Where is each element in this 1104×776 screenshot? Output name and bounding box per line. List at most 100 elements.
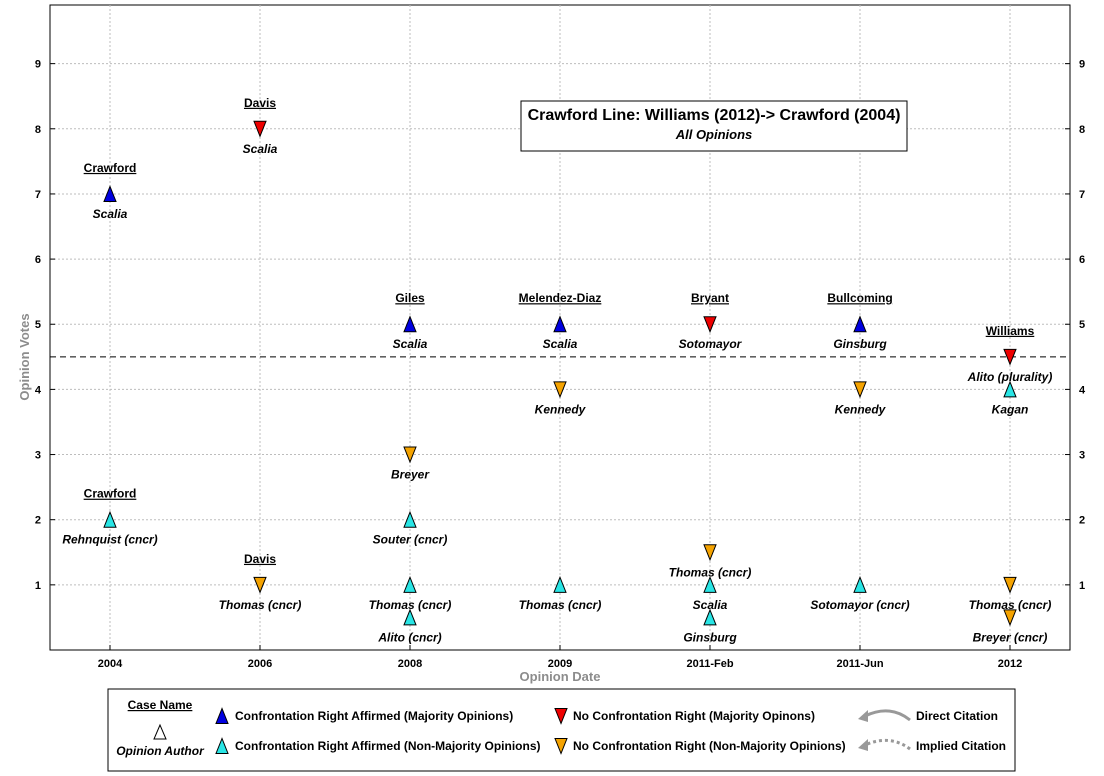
point-affirmed_non_majority [403,510,417,528]
legend-affirmed-majority-icon [215,707,229,724]
x-tick-label: 2012 [998,658,1022,670]
opinion-author-label: Kennedy [535,402,587,416]
implied-citation-arrowhead-icon [858,739,868,751]
opinion-author-label: Scalia [243,142,278,156]
opinion-author-label: Kagan [992,402,1029,416]
point-no_right_non_majority [1003,609,1017,627]
case-name-label: Williams [986,324,1035,338]
opinion-author-label: Sotomayor (cncr) [810,598,909,612]
legend: Case Name Opinion Author Confrontation R… [107,688,1016,772]
opinion-author-label: Ginsburg [833,337,887,351]
legend-affirmed-non-majority: Confrontation Right Affirmed (Non-Majori… [235,739,541,753]
y-tick-label-right: 7 [1079,189,1085,201]
case-name-label: Bullcoming [827,291,892,305]
opinion-author-label: Scalia [693,598,728,612]
x-tick-label: 2009 [548,658,572,670]
x-tick-label: 2008 [398,658,422,670]
case-name-label: Melendez-Diaz [519,291,602,305]
point-affirmed_non_majority [403,608,417,626]
point-no_right_non_majority [853,381,867,399]
case-name-label: Bryant [691,291,729,305]
legend-case-name: Case Name [128,698,193,712]
legend-no-right-non-majority-icon [554,738,568,755]
opinion-author-label: Thomas (cncr) [969,598,1052,612]
opinion-author-label: Rehnquist (cncr) [62,533,157,547]
point-affirmed_majority [103,185,117,202]
y-tick-label: 7 [35,189,41,201]
opinion-author-label: Scalia [543,337,578,351]
case-name-label: Davis [244,96,276,110]
opinion-author-label: Alito (plurality) [967,370,1053,384]
opinion-author-label: Thomas (cncr) [369,598,452,612]
opinion-author-label: Breyer [391,468,430,482]
point-no_right_non_majority [1003,576,1017,594]
y-tick-label: 6 [35,254,41,266]
point-no_right_majority [703,316,717,334]
x-tick-label: 2011-Jun [836,658,883,670]
legend-no-right-non-majority: No Confrontation Right (Non-Majority Opi… [573,739,846,753]
point-no_right_non_majority [553,381,567,399]
opinion-author-label: Alito (cncr) [377,630,441,644]
x-tick-label: 2006 [248,658,272,670]
direct-citation-arrow-icon [864,709,911,722]
chart-title: Crawford Line: Williams (2012)-> Crawfor… [528,107,901,124]
legend-no-right-majority: No Confrontation Right (Majority Opinons… [573,709,815,723]
y-tick-label: 2 [35,515,41,527]
y-tick-label-right: 2 [1079,515,1085,527]
axis-ticks: 2004 2006 2008 2009 2011-Feb 2011-Jun 2012 1 1 2 2… [35,59,1086,670]
x-tick-label: 2011-Feb [686,658,733,670]
opinion-author-label: Thomas (cncr) [519,598,602,612]
opinion-author-label: Scalia [393,337,428,351]
legend-blank-triangle-icon [153,723,167,740]
point-no_right_majority [1003,348,1017,366]
legend-implied-citation: Implied Citation [916,739,1006,753]
y-axis-title: Opinion Votes [17,313,32,400]
y-tick-label: 1 [35,580,41,592]
y-tick-label: 5 [35,319,41,331]
y-tick-label: 3 [35,450,41,462]
case-name-label: Davis [244,552,276,566]
point-affirmed_non_majority [103,510,117,528]
point-affirmed_non_majority [403,576,417,593]
title-box [520,100,908,152]
point-no_right_non_majority [403,446,417,464]
y-tick-label-right: 4 [1079,384,1086,396]
point-no_right_non_majority [703,544,717,562]
y-tick-label-right: 9 [1079,59,1085,71]
opinion-author-label: Souter (cncr) [373,533,448,547]
point-affirmed_non_majority [1003,380,1017,398]
direct-citation-arrowhead-icon [858,710,868,722]
chart-subtitle: All Opinions [675,127,753,142]
opinion-author-label: Sotomayor [679,337,743,351]
point-no_right_majority [253,120,267,138]
point-affirmed_non_majority [703,608,717,626]
legend-direct-citation: Direct Citation [916,709,998,723]
point-affirmed_non_majority [553,576,567,593]
opinion-author-label: Thomas (cncr) [669,565,752,579]
opinion-author-label: Breyer (cncr) [973,630,1048,644]
opinion-author-label: Thomas (cncr) [219,598,302,612]
opinion-author-label: Ginsburg [683,630,737,644]
legend-swatches [215,707,568,755]
y-tick-label: 4 [35,384,42,396]
y-tick-label-right: 3 [1079,450,1085,462]
y-tick-label-right: 6 [1079,254,1085,266]
y-tick-label-right: 1 [1079,580,1085,592]
legend-box [107,688,1016,772]
point-no_right_non_majority [253,576,267,594]
y-tick-label: 9 [35,59,41,71]
point-affirmed_majority [553,315,567,333]
implied-citation-arrow-icon [864,738,911,751]
point-affirmed_majority [403,315,417,333]
case-name-label: Crawford [84,487,137,501]
point-affirmed_majority [853,315,867,333]
opinion-author-label: Kennedy [835,402,887,416]
point-affirmed_non_majority [853,576,867,593]
legend-no-right-majority-icon [554,708,568,725]
point-affirmed_non_majority [703,576,717,593]
opinion-author-label: Scalia [93,207,128,221]
legend-affirmed-majority: Confrontation Right Affirmed (Majority O… [235,709,513,723]
x-tick-label: 2004 [98,658,123,670]
legend-opinion-author: Opinion Author [116,744,205,758]
